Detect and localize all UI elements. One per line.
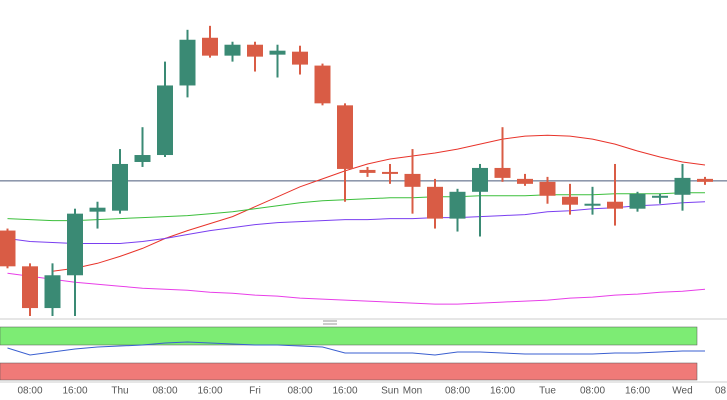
x-tick-label: 08:00 bbox=[152, 386, 177, 397]
candle-body bbox=[224, 44, 241, 56]
candle-body bbox=[427, 186, 443, 219]
x-tick-label: 08:00 bbox=[445, 386, 470, 397]
candle-body bbox=[67, 213, 83, 276]
candle-body bbox=[0, 230, 16, 267]
line-series bbox=[7, 201, 706, 244]
x-tick-label: 16:00 bbox=[625, 386, 650, 397]
x-tick-label: Fri bbox=[249, 386, 261, 397]
candle-body bbox=[134, 155, 151, 162]
line-series bbox=[7, 341, 705, 356]
candle-body bbox=[404, 173, 421, 187]
line-series bbox=[7, 272, 706, 305]
candle-body bbox=[562, 196, 578, 205]
line-series bbox=[52, 134, 706, 272]
candle-body bbox=[472, 167, 488, 192]
candle-body bbox=[449, 191, 466, 219]
candle-body bbox=[517, 178, 533, 184]
x-tick-label: Wed bbox=[672, 386, 692, 397]
x-tick-label: 16:00 bbox=[490, 386, 515, 397]
pane-handle[interactable] bbox=[323, 320, 337, 325]
candle-body bbox=[202, 37, 218, 56]
candle-body bbox=[314, 65, 331, 104]
candle-body bbox=[494, 167, 511, 178]
candle-body bbox=[674, 177, 691, 195]
line-series bbox=[7, 192, 705, 222]
x-tick-label: 08:00 bbox=[17, 386, 42, 397]
candle-body bbox=[112, 163, 128, 211]
candle-body bbox=[179, 39, 196, 86]
x-tick-label: Sun bbox=[381, 386, 399, 397]
candle-body bbox=[44, 275, 61, 309]
candle-body bbox=[584, 203, 601, 206]
candle-body bbox=[629, 193, 646, 209]
x-tick-label: Thu bbox=[111, 386, 128, 397]
candle-body bbox=[22, 266, 38, 309]
x-tick-label: 16:00 bbox=[197, 386, 222, 397]
candle-body bbox=[337, 105, 353, 169]
candle-body bbox=[607, 201, 623, 209]
candle-body bbox=[157, 85, 173, 156]
candle-body bbox=[247, 44, 263, 57]
candle-body bbox=[697, 178, 713, 182]
x-tick-label: Mon bbox=[403, 386, 422, 397]
candle-body bbox=[539, 181, 556, 196]
candle-body bbox=[89, 207, 106, 212]
candle-body bbox=[359, 169, 376, 173]
candle-body bbox=[652, 195, 668, 198]
x-tick-label: Tue bbox=[539, 386, 556, 397]
x-tick-label: 08:00 bbox=[715, 386, 727, 397]
x-tick-label: 16:00 bbox=[332, 386, 357, 397]
band bbox=[0, 362, 698, 381]
candle-body bbox=[292, 51, 308, 65]
x-tick-label: 16:00 bbox=[62, 386, 87, 397]
x-tick-label: 08:00 bbox=[580, 386, 605, 397]
x-tick-label: 08:00 bbox=[287, 386, 312, 397]
candle-body bbox=[382, 171, 398, 174]
band bbox=[0, 326, 698, 346]
candle-body bbox=[269, 50, 286, 55]
